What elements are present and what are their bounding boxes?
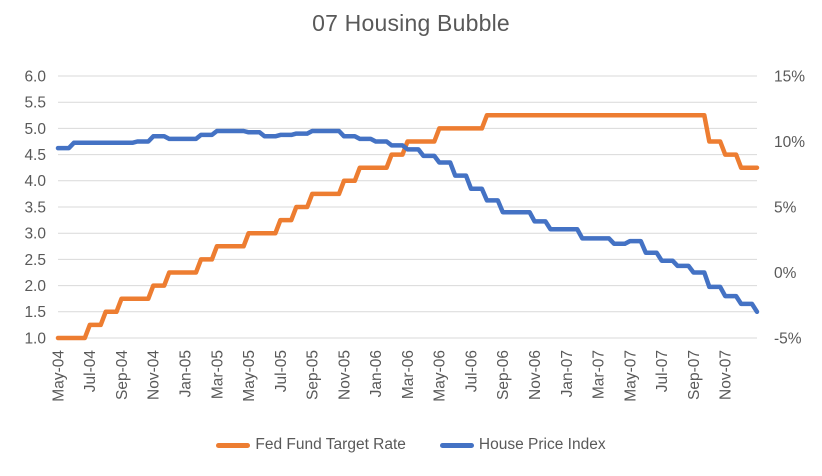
hpi-line-swatch-icon bbox=[439, 442, 474, 448]
fed-fund-target-rate-line bbox=[55, 113, 760, 341]
x-axis-tick-label: Sep-05 bbox=[305, 350, 322, 400]
x-axis-tick-label: Jan-06 bbox=[368, 350, 385, 397]
right-axis-tick-label: 15% bbox=[774, 68, 805, 85]
legend-item-house-price-index: House Price Index bbox=[439, 436, 606, 454]
left-axis-tick-label: 1.5 bbox=[24, 304, 46, 321]
chart-title: 07 Housing Bubble bbox=[312, 10, 510, 36]
chart-legend: Fed Fund Target Rate House Price Index bbox=[0, 436, 822, 454]
x-axis-tick-label: Jul-06 bbox=[463, 350, 480, 392]
x-axis-tick-label: Jan-07 bbox=[559, 350, 576, 397]
x-axis-tick-label: May-07 bbox=[622, 350, 639, 402]
left-axis-tick-label: 2.0 bbox=[24, 278, 46, 295]
x-axis-tick-label: Nov-04 bbox=[146, 350, 163, 400]
legend-label-house-price-index: House Price Index bbox=[478, 436, 606, 453]
x-axis-tick-label: Mar-06 bbox=[400, 350, 417, 399]
x-axis-tick-label: Mar-05 bbox=[209, 350, 226, 399]
x-axis-tick-label: Nov-05 bbox=[336, 350, 353, 400]
x-axis-tick-label: May-05 bbox=[241, 350, 258, 402]
left-axis-tick-label: 6.0 bbox=[24, 68, 46, 85]
right-axis-tick-label: 0% bbox=[774, 265, 797, 282]
x-axis-tick-label: May-04 bbox=[50, 350, 67, 402]
x-axis-tick-label: Sep-06 bbox=[495, 350, 512, 400]
x-axis-tick-label: Jul-07 bbox=[654, 350, 671, 392]
x-axis-tick-label: Jan-05 bbox=[178, 350, 195, 397]
left-axis-tick-label: 4.0 bbox=[24, 173, 46, 190]
left-axis-tick-label: 2.5 bbox=[24, 252, 46, 269]
right-axis-tick-label: 5% bbox=[774, 199, 797, 216]
fed-line-swatch-icon bbox=[216, 442, 251, 448]
left-axis-tick-label: 3.5 bbox=[24, 199, 46, 216]
right-axis-tick-label: 10% bbox=[774, 134, 805, 151]
left-axis-tick-label: 1.0 bbox=[24, 330, 46, 347]
x-axis-tick-label: Nov-07 bbox=[718, 350, 735, 400]
left-axis-tick-label: 4.5 bbox=[24, 147, 46, 164]
x-axis-tick-label: Mar-07 bbox=[591, 350, 608, 399]
left-axis-tick-label: 5.5 bbox=[24, 95, 46, 112]
legend-label-fed-fund-target-rate: Fed Fund Target Rate bbox=[255, 436, 406, 453]
x-axis-tick-label: May-06 bbox=[432, 350, 449, 402]
right-axis-tick-label: -5% bbox=[774, 330, 802, 347]
x-axis-tick-label: Sep-04 bbox=[114, 350, 131, 400]
left-axis-tick-label: 3.0 bbox=[24, 226, 46, 243]
x-axis-tick-label: Nov-06 bbox=[527, 350, 544, 400]
left-axis-tick-label: 5.0 bbox=[24, 121, 46, 138]
house-price-index-line bbox=[55, 128, 760, 315]
x-axis-tick-label: Jul-04 bbox=[82, 350, 99, 393]
x-axis-tick-label: Jul-05 bbox=[273, 350, 290, 392]
x-axis-tick-label: Sep-07 bbox=[686, 350, 703, 400]
legend-item-fed-fund-target-rate: Fed Fund Target Rate bbox=[216, 436, 406, 454]
